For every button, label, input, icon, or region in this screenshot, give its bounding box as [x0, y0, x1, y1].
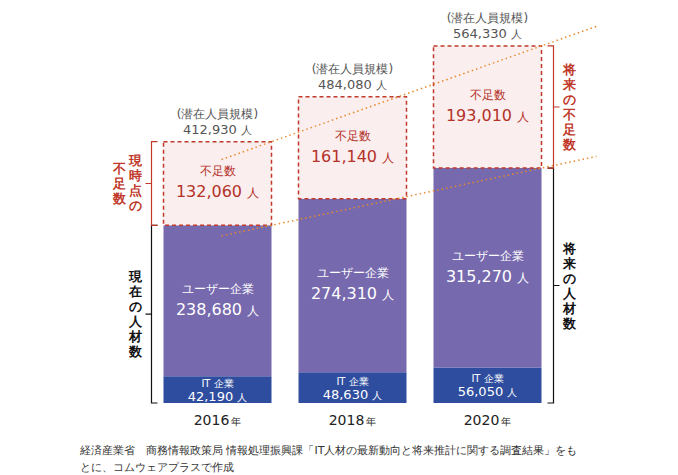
- svg-text:人: 人: [128, 314, 143, 329]
- svg-text:数: 数: [562, 316, 577, 331]
- svg-text:来: 来: [562, 256, 576, 271]
- svg-text:238,680 人: 238,680 人: [176, 300, 259, 319]
- svg-text:2020年: 2020年: [464, 412, 512, 428]
- svg-text:IT 企業: IT 企業: [336, 376, 368, 387]
- svg-text:足: 足: [112, 176, 126, 191]
- svg-text:数: 数: [562, 137, 577, 152]
- svg-text:不: 不: [562, 107, 576, 122]
- svg-text:48,630 人: 48,630 人: [323, 387, 383, 402]
- svg-text:数: 数: [128, 344, 143, 359]
- svg-text:274,310 人: 274,310 人: [311, 284, 394, 303]
- svg-text:現: 現: [128, 153, 143, 168]
- svg-text:材: 材: [128, 329, 142, 344]
- svg-text:ユーザー企業: ユーザー企業: [182, 282, 254, 296]
- svg-text:(潜在人員規模): (潜在人員規模): [177, 107, 258, 121]
- svg-text:ユーザー企業: ユーザー企業: [452, 249, 524, 263]
- svg-text:足: 足: [562, 122, 576, 137]
- svg-text:ユーザー企業: ユーザー企業: [317, 266, 389, 280]
- svg-text:材: 材: [562, 301, 576, 316]
- svg-text:484,080 人: 484,080 人: [318, 77, 387, 92]
- svg-text:の: の: [129, 299, 142, 314]
- svg-text:2018年: 2018年: [329, 412, 377, 428]
- svg-text:不: 不: [112, 161, 126, 176]
- svg-text:564,330 人: 564,330 人: [453, 26, 522, 41]
- svg-text:132,060 人: 132,060 人: [176, 182, 259, 201]
- svg-text:数: 数: [112, 191, 127, 206]
- html-text:経済産業省 商務情報政策局 情報処理振興課「IT人材の最新動: 経済産業省 商務情報政策局 情報処理振興課「IT人材の最新動向と将来推計に関する…: [80, 444, 578, 474]
- svg-text:2016年: 2016年: [194, 412, 242, 428]
- svg-text:412,930 人: 412,930 人: [183, 122, 252, 137]
- svg-text:の: の: [129, 198, 142, 213]
- svg-text:161,140 人: 161,140 人: [311, 147, 394, 166]
- svg-text:在: 在: [128, 284, 142, 299]
- svg-text:不足数: 不足数: [335, 129, 371, 143]
- svg-text:将: 将: [562, 241, 576, 256]
- svg-text:56,050 人: 56,050 人: [458, 384, 518, 399]
- svg-text:42,190 人: 42,190 人: [188, 389, 248, 404]
- svg-text:不足数: 不足数: [470, 88, 506, 102]
- svg-text:人: 人: [562, 286, 577, 301]
- svg-text:不足数: 不足数: [200, 164, 236, 178]
- svg-text:IT 企業: IT 企業: [201, 378, 233, 389]
- svg-text:の: の: [563, 271, 576, 286]
- svg-text:193,010 人: 193,010 人: [446, 106, 529, 125]
- svg-text:(潜在人員規模): (潜在人員規模): [447, 11, 528, 25]
- svg-text:現: 現: [128, 269, 143, 284]
- svg-text:将: 将: [562, 62, 576, 77]
- svg-text:点: 点: [129, 183, 142, 198]
- svg-text:時: 時: [129, 168, 142, 183]
- svg-text:来: 来: [562, 77, 576, 92]
- svg-text:315,270 人: 315,270 人: [446, 267, 529, 286]
- svg-text:IT 企業: IT 企業: [471, 373, 503, 384]
- svg-text:の: の: [563, 92, 576, 107]
- svg-text:(潜在人員規模): (潜在人員規模): [312, 62, 393, 76]
